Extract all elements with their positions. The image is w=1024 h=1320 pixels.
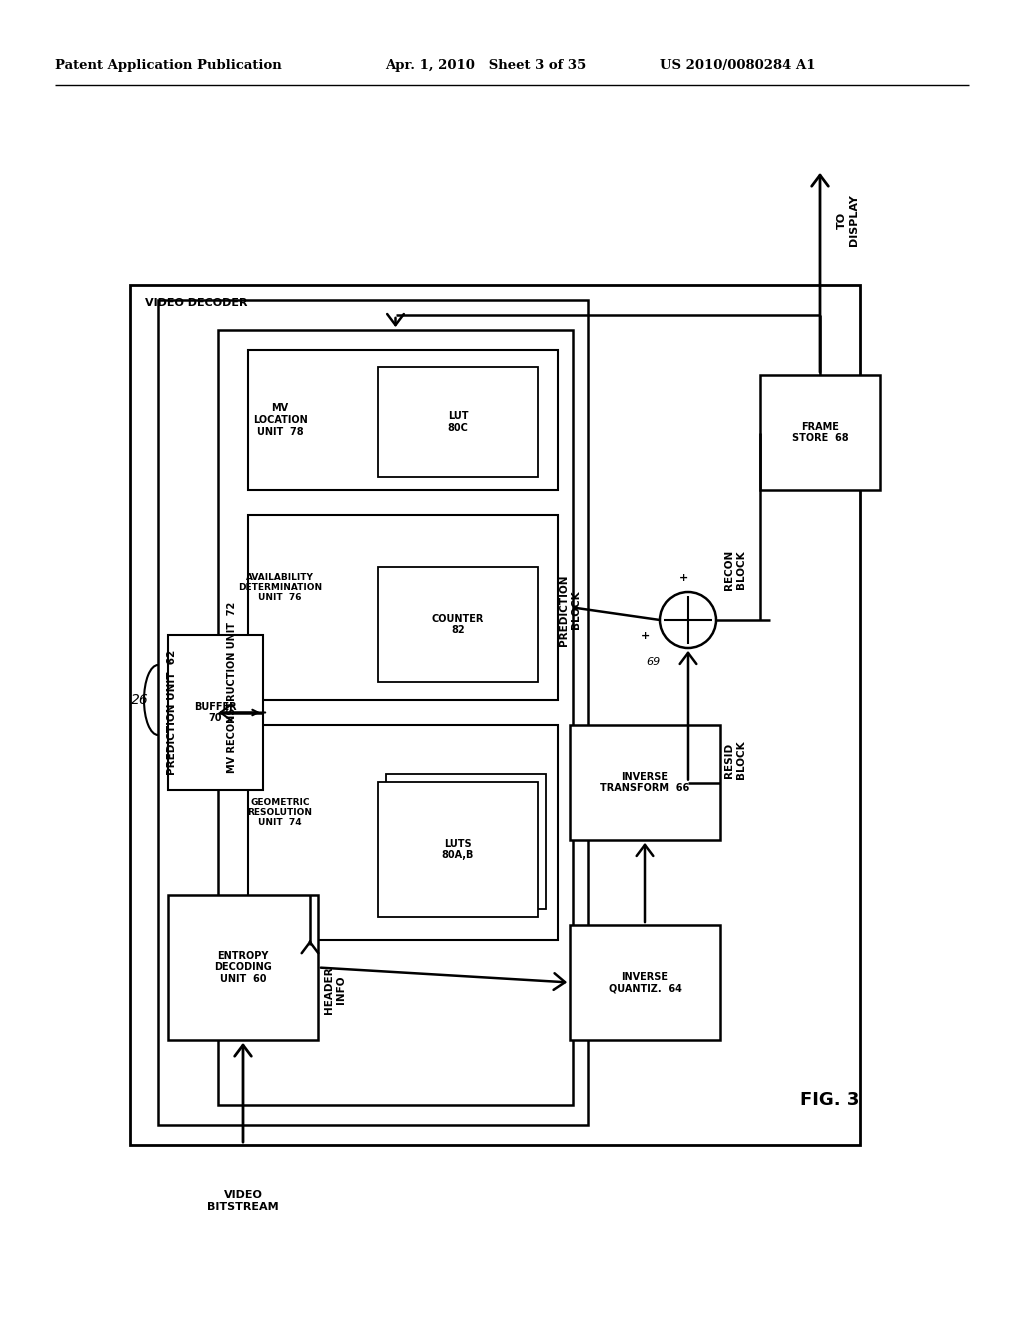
Text: BUFFER
70: BUFFER 70 (195, 702, 237, 723)
Text: GEOMETRIC
RESOLUTION
UNIT  74: GEOMETRIC RESOLUTION UNIT 74 (248, 797, 312, 828)
Text: +: + (641, 631, 650, 642)
Bar (378, 781, 538, 917)
Bar (570, 725, 720, 840)
Text: INVERSE
TRANSFORM  66: INVERSE TRANSFORM 66 (600, 772, 689, 793)
Bar (248, 350, 558, 490)
Bar (378, 568, 538, 682)
Text: PREDICTION
BLOCK: PREDICTION BLOCK (559, 574, 581, 645)
Bar (158, 300, 588, 1125)
Text: Apr. 1, 2010   Sheet 3 of 35: Apr. 1, 2010 Sheet 3 of 35 (385, 58, 587, 71)
Text: ENTROPY
DECODING
UNIT  60: ENTROPY DECODING UNIT 60 (214, 950, 272, 985)
Text: +: + (678, 573, 688, 583)
Text: US 2010/0080284 A1: US 2010/0080284 A1 (660, 58, 815, 71)
Text: INVERSE
QUANTIZ.  64: INVERSE QUANTIZ. 64 (608, 972, 681, 993)
Text: RECON
BLOCK: RECON BLOCK (724, 550, 745, 590)
Text: COUNTER
82: COUNTER 82 (432, 614, 484, 635)
Text: RESID
BLOCK: RESID BLOCK (724, 741, 745, 779)
Bar (130, 285, 860, 1144)
Text: FIG. 3: FIG. 3 (801, 1092, 860, 1109)
Bar (570, 925, 720, 1040)
Text: MV RECONSTRUCTION UNIT  72: MV RECONSTRUCTION UNIT 72 (227, 602, 237, 774)
Text: VIDEO
BITSTREAM: VIDEO BITSTREAM (207, 1191, 279, 1212)
Bar (378, 367, 538, 477)
Text: FRAME
STORE  68: FRAME STORE 68 (792, 421, 848, 444)
Text: 26: 26 (131, 693, 148, 708)
Text: 69: 69 (646, 657, 660, 667)
Text: AVAILABILITY
DETERMINATION
UNIT  76: AVAILABILITY DETERMINATION UNIT 76 (238, 573, 323, 602)
Bar (386, 774, 546, 909)
Text: VIDEO DECODER: VIDEO DECODER (145, 298, 248, 308)
Text: LUTS
80A,B: LUTS 80A,B (441, 838, 474, 861)
Text: MV
LOCATION
UNIT  78: MV LOCATION UNIT 78 (253, 404, 307, 437)
Text: TO
DISPLAY: TO DISPLAY (838, 194, 859, 246)
Text: PREDICTION UNIT  62: PREDICTION UNIT 62 (167, 649, 177, 775)
Text: LUT
80C: LUT 80C (447, 412, 468, 433)
Bar (168, 895, 318, 1040)
Text: HEADER
INFO: HEADER INFO (325, 966, 346, 1014)
Bar (248, 515, 558, 700)
Text: Patent Application Publication: Patent Application Publication (55, 58, 282, 71)
Bar (760, 375, 880, 490)
Bar (248, 725, 558, 940)
Bar (168, 635, 263, 789)
Bar (218, 330, 573, 1105)
